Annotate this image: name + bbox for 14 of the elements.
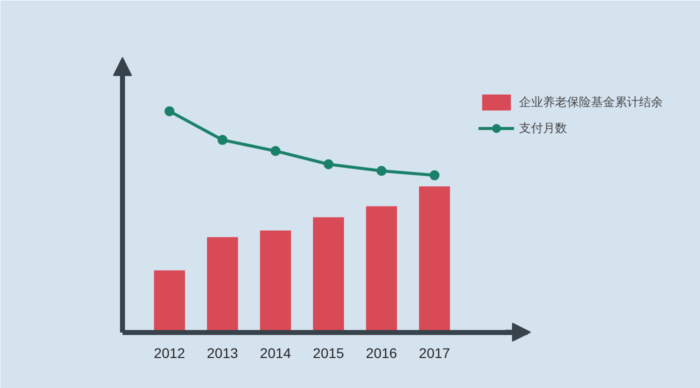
point — [218, 134, 228, 145]
legend-label: 企业养老保险基金累计结余 — [519, 94, 663, 110]
point — [430, 170, 440, 180]
legend-label: 支付月数 — [519, 120, 567, 136]
x-tick-label: 2017 — [418, 345, 450, 362]
x-tick-label: 2016 — [366, 345, 398, 362]
point — [324, 159, 334, 170]
point — [376, 166, 386, 176]
x-tick-label: 2013 — [206, 345, 238, 362]
x-tick-label: 2012 — [154, 345, 186, 362]
point — [270, 146, 280, 156]
x-tick-label: 2015 — [312, 345, 344, 362]
point — [164, 106, 174, 116]
x-tick-label: 2014 — [260, 345, 292, 362]
